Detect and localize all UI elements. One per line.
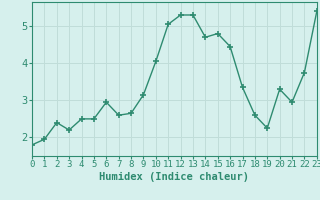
X-axis label: Humidex (Indice chaleur): Humidex (Indice chaleur)	[100, 172, 249, 182]
